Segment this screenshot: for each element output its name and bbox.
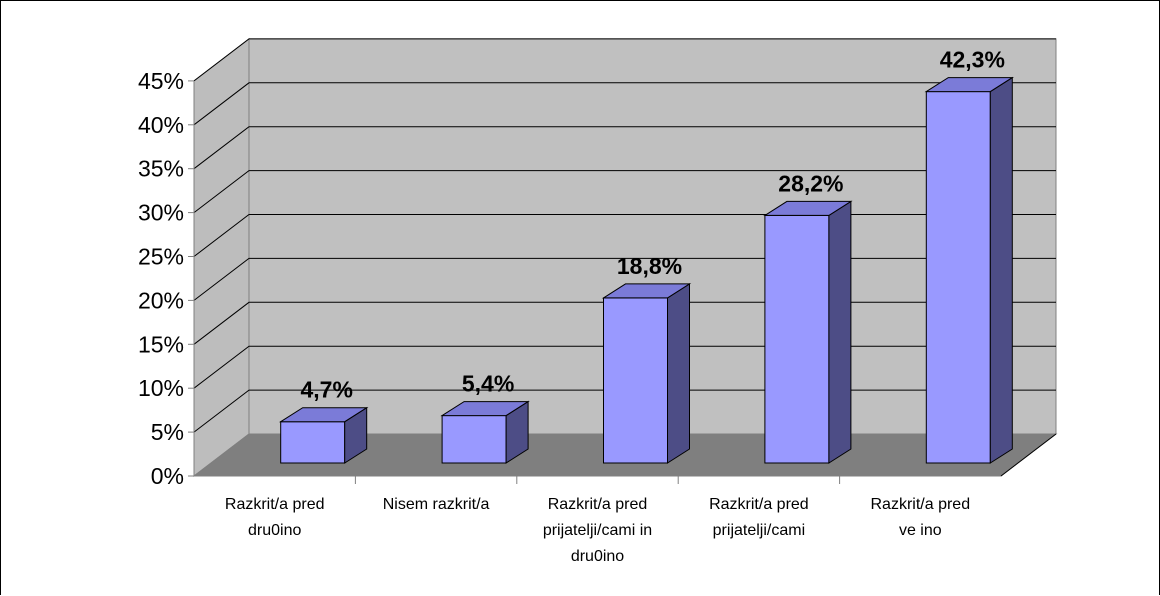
category-label: dru0ino <box>248 522 301 539</box>
category-label: Razkrit/a pred <box>548 496 648 513</box>
bar-front <box>764 214 830 464</box>
y-tick-label: 35% <box>138 156 184 182</box>
bar-side <box>828 200 852 464</box>
bar-top <box>763 200 853 216</box>
category-label: Nisem razkrit/a <box>383 496 490 513</box>
data-label: 5,4% <box>462 371 514 397</box>
category-label: Razkrit/a pred <box>709 496 809 513</box>
bar-top <box>440 401 530 417</box>
bar-side <box>989 76 1013 464</box>
y-tick-label: 10% <box>138 375 184 401</box>
gridline <box>193 82 1056 126</box>
gridline <box>193 38 1056 82</box>
category-label: ve ino <box>899 522 942 539</box>
y-tick-label: 30% <box>138 200 184 226</box>
side-wall <box>193 37 250 478</box>
bar-top <box>278 407 369 423</box>
data-label: 42,3% <box>940 47 1005 73</box>
bar-front <box>925 91 991 464</box>
y-tick-label: 25% <box>138 244 184 270</box>
data-label: 28,2% <box>778 170 843 196</box>
category-label: prijatelji/cami <box>713 522 805 539</box>
category-label: Razkrit/a pred <box>871 496 971 513</box>
category-label: Razkrit/a pred <box>225 496 325 513</box>
bar-front <box>441 415 507 464</box>
y-tick-label: 15% <box>138 331 184 357</box>
y-tick-label: 5% <box>151 419 184 445</box>
category-label: prijatelji/cami in <box>543 522 652 539</box>
bar-front <box>280 421 346 464</box>
bar-top <box>601 283 692 299</box>
y-tick-label: 0% <box>151 463 184 489</box>
bar-top <box>924 77 1015 93</box>
bar-side <box>667 283 690 464</box>
gridline <box>193 126 1056 170</box>
category-label: dru0ino <box>571 548 624 565</box>
bar-front <box>603 297 668 464</box>
gridline <box>193 170 1056 213</box>
floor-edge <box>1000 433 1057 477</box>
y-tick-label: 45% <box>138 68 184 94</box>
data-label: 18,8% <box>617 253 682 279</box>
y-tick-label: 20% <box>138 287 184 313</box>
data-label: 4,7% <box>300 377 352 403</box>
y-tick-label: 40% <box>138 112 184 138</box>
